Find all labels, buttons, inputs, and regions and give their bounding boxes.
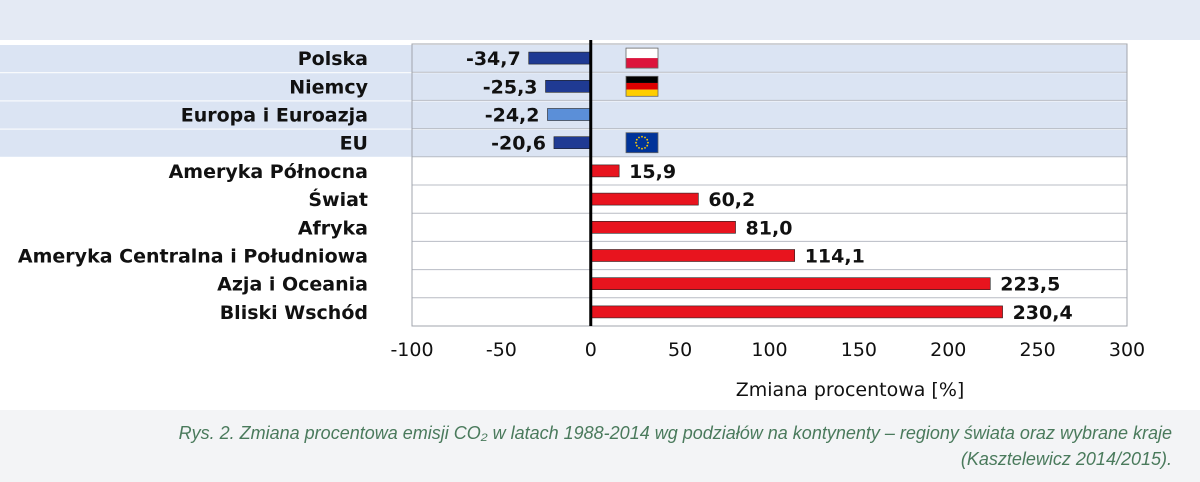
x-tick-label: 0 (585, 339, 597, 361)
value-label-swiat: 60,2 (708, 189, 755, 211)
bar-europa-i-euroazja (547, 108, 592, 121)
category-label-niemcy: Niemcy (289, 76, 368, 98)
value-label-afryka: 81,0 (746, 217, 793, 239)
category-label-bliski-wschod: Bliski Wschód (220, 302, 368, 324)
bar-chart: Polska -34,7 Niemcy -25,3 Europa i Euroazja -… (0, 0, 1200, 401)
category-label-eu: EU (340, 133, 368, 155)
category-label-ameryka-centralna-i-poludniowa: Ameryka Centralna i Południowa (18, 246, 368, 268)
x-tick-label: -100 (390, 339, 433, 361)
x-tick-label: 250 (1019, 339, 1055, 361)
caption-line-2: (Kasztelewicz 2014/2015). (960, 449, 1172, 469)
category-label-afryka: Afryka (298, 217, 368, 239)
bar-azja-i-oceania (590, 277, 991, 291)
x-tick-label: 100 (751, 339, 787, 361)
category-label-europa-i-euroazja: Europa i Euroazja (181, 105, 368, 127)
header-band (0, 0, 1200, 40)
value-label-ameryka-centralna-i-poludniowa: 114,1 (805, 246, 865, 268)
category-label-azja-i-oceania: Azja i Oceania (217, 274, 368, 296)
caption: Rys. 2. Zmiana procentowa emisji CO₂ w l… (72, 420, 1172, 472)
category-label-ameryka-polnocna: Ameryka Północna (169, 161, 368, 183)
value-label-europa-i-euroazja: -24,2 (485, 105, 540, 127)
caption-line-1: Rys. 2. Zmiana procentowa emisji CO₂ w l… (178, 423, 1172, 443)
value-label-bliski-wschod: 230,4 (1013, 302, 1073, 324)
bar-bliski-wschod (590, 305, 1003, 319)
bar-ameryka-centralna-i-poludniowa (590, 249, 796, 262)
x-tick-label: 200 (930, 339, 966, 361)
bar-eu (553, 136, 592, 149)
bar-swiat (590, 192, 699, 206)
caption-box: Rys. 2. Zmiana procentowa emisji CO₂ w l… (0, 410, 1200, 482)
x-tick-label: 150 (841, 339, 877, 361)
value-label-azja-i-oceania: 223,5 (1000, 274, 1060, 296)
value-label-eu: -20,6 (491, 133, 546, 155)
plot-frame (411, 43, 1128, 327)
germany-flag-icon (625, 75, 659, 97)
bar-afryka (590, 221, 736, 234)
x-axis-title: Zmiana procentowa [%] (736, 379, 965, 401)
x-tick-label: 50 (668, 339, 692, 361)
value-label-polska: -34,7 (466, 48, 521, 70)
category-label-polska: Polska (298, 48, 368, 70)
value-label-ameryka-polnocna: 15,9 (629, 161, 676, 183)
x-tick-label: 300 (1109, 339, 1145, 361)
value-label-niemcy: -25,3 (483, 76, 538, 98)
category-label-swiat: Świat (308, 187, 368, 211)
bar-polska (528, 51, 592, 65)
x-tick-label: -50 (486, 339, 517, 361)
poland-flag-icon (625, 47, 659, 69)
bar-ameryka-polnocna (590, 164, 620, 178)
bar-niemcy (545, 80, 592, 93)
eu-flag-icon (625, 132, 659, 154)
